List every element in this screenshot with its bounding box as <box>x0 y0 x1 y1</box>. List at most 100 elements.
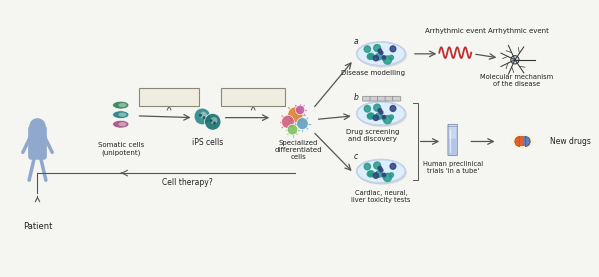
Circle shape <box>389 115 394 119</box>
Circle shape <box>382 173 385 176</box>
Circle shape <box>368 113 374 119</box>
Circle shape <box>389 173 394 177</box>
Ellipse shape <box>356 102 406 125</box>
Ellipse shape <box>119 122 126 126</box>
Text: Patient: Patient <box>23 222 52 231</box>
Text: New drugs: New drugs <box>550 137 591 146</box>
FancyBboxPatch shape <box>139 88 199 106</box>
Circle shape <box>210 117 217 124</box>
Circle shape <box>368 53 374 59</box>
Wedge shape <box>515 137 520 147</box>
Circle shape <box>373 173 379 178</box>
FancyBboxPatch shape <box>393 96 401 101</box>
Circle shape <box>295 105 305 115</box>
Circle shape <box>364 106 371 112</box>
Circle shape <box>288 107 303 122</box>
Text: iPS cells: iPS cells <box>192 138 223 147</box>
Ellipse shape <box>113 101 129 109</box>
Text: Cardiac, neural,
liver toxicity tests: Cardiac, neural, liver toxicity tests <box>352 190 411 203</box>
Circle shape <box>378 49 382 53</box>
Circle shape <box>376 113 382 119</box>
Circle shape <box>297 118 308 130</box>
Circle shape <box>390 106 396 111</box>
Circle shape <box>203 117 205 119</box>
FancyBboxPatch shape <box>370 96 378 101</box>
Circle shape <box>390 46 396 52</box>
Circle shape <box>368 171 374 177</box>
Circle shape <box>30 119 45 134</box>
Text: Somatic cells
(unipotent): Somatic cells (unipotent) <box>98 142 144 156</box>
Ellipse shape <box>119 112 126 117</box>
Circle shape <box>373 115 379 120</box>
Circle shape <box>511 56 519 64</box>
Circle shape <box>383 116 392 124</box>
Text: Human preclinical
trials 'in a tube': Human preclinical trials 'in a tube' <box>422 161 483 174</box>
Circle shape <box>367 54 373 59</box>
Circle shape <box>364 46 371 52</box>
Bar <box>520 137 525 147</box>
Circle shape <box>374 162 380 169</box>
FancyBboxPatch shape <box>385 96 394 101</box>
Circle shape <box>376 171 382 177</box>
Text: Specialized
differentiated
cells: Specialized differentiated cells <box>274 140 322 160</box>
Text: Reprogramming: Reprogramming <box>140 94 198 100</box>
Circle shape <box>367 171 373 177</box>
Circle shape <box>382 174 386 178</box>
Ellipse shape <box>358 103 407 127</box>
Circle shape <box>383 173 392 181</box>
Ellipse shape <box>356 42 406 66</box>
Circle shape <box>382 56 385 59</box>
Text: a: a <box>353 37 358 46</box>
Circle shape <box>380 111 383 114</box>
Text: Disease modelling: Disease modelling <box>341 70 405 76</box>
Circle shape <box>364 163 371 170</box>
Ellipse shape <box>113 111 129 119</box>
Text: Arrhythmic event: Arrhythmic event <box>425 28 485 34</box>
Circle shape <box>282 115 294 128</box>
FancyBboxPatch shape <box>222 88 285 106</box>
Ellipse shape <box>512 134 534 149</box>
FancyBboxPatch shape <box>448 124 457 155</box>
Text: Cell therapy?: Cell therapy? <box>162 178 213 186</box>
Circle shape <box>382 56 386 60</box>
Circle shape <box>194 108 210 125</box>
Bar <box>522 137 525 147</box>
Circle shape <box>389 55 394 60</box>
Text: Differentiation: Differentiation <box>227 94 279 100</box>
Circle shape <box>214 122 216 124</box>
Wedge shape <box>525 137 530 147</box>
Text: Arrhythmic event: Arrhythmic event <box>488 28 549 34</box>
Bar <box>448 124 457 126</box>
FancyBboxPatch shape <box>377 96 386 101</box>
Text: Drug screening
and discovery: Drug screening and discovery <box>346 129 400 142</box>
Circle shape <box>378 166 382 170</box>
Circle shape <box>376 53 382 60</box>
FancyBboxPatch shape <box>29 126 46 159</box>
Circle shape <box>382 116 386 120</box>
Circle shape <box>378 109 382 112</box>
Circle shape <box>374 45 380 52</box>
Circle shape <box>200 112 207 119</box>
FancyBboxPatch shape <box>449 138 456 155</box>
Circle shape <box>383 56 392 64</box>
Circle shape <box>380 169 383 172</box>
Circle shape <box>210 120 212 122</box>
Circle shape <box>390 163 396 169</box>
Circle shape <box>380 51 383 55</box>
Circle shape <box>288 124 298 135</box>
Circle shape <box>205 114 221 130</box>
Ellipse shape <box>356 160 406 183</box>
Text: b: b <box>353 93 359 102</box>
FancyBboxPatch shape <box>362 96 371 101</box>
Text: Molecular mechanism
of the disease: Molecular mechanism of the disease <box>480 74 553 87</box>
Circle shape <box>373 55 379 61</box>
Text: c: c <box>353 152 358 161</box>
Ellipse shape <box>119 103 126 107</box>
Ellipse shape <box>358 161 407 184</box>
Circle shape <box>382 116 385 119</box>
Circle shape <box>199 114 201 116</box>
Ellipse shape <box>113 120 129 128</box>
Ellipse shape <box>358 43 407 67</box>
Circle shape <box>374 104 380 111</box>
Circle shape <box>367 114 373 119</box>
